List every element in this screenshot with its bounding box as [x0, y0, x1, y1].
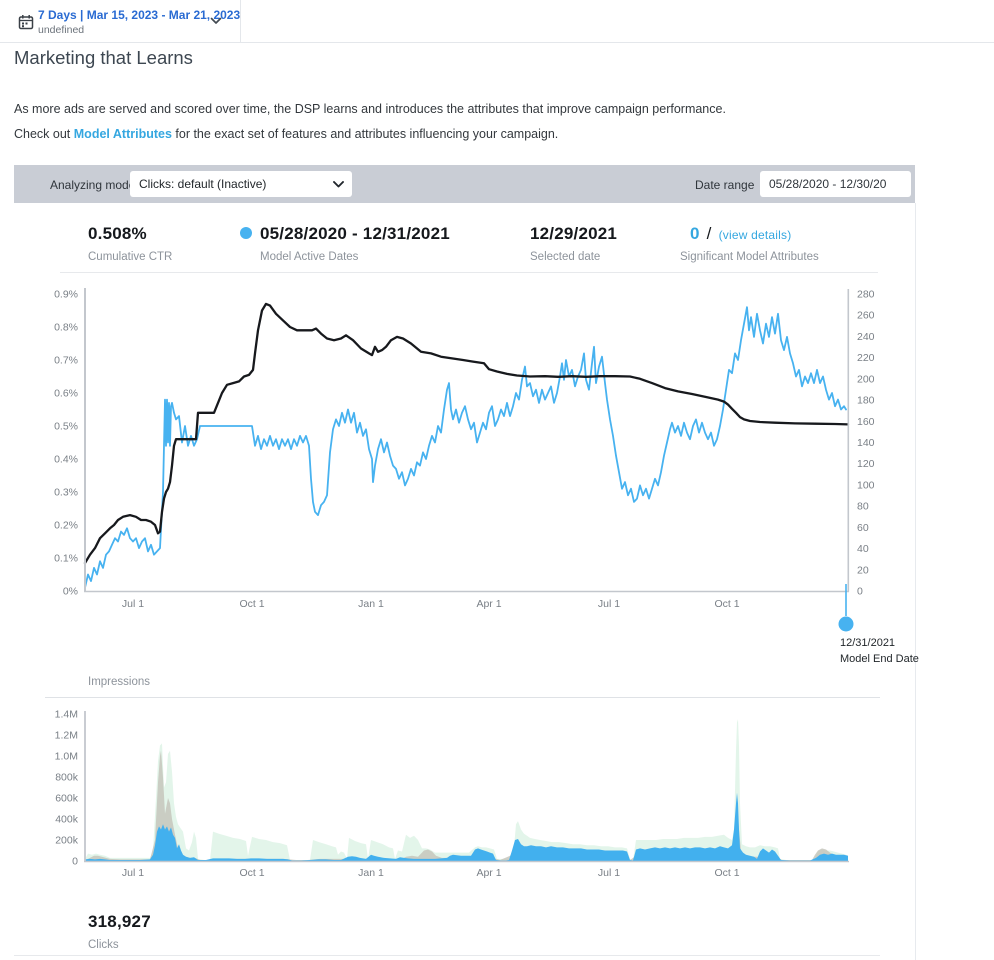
stat-significant-attributes: 0 / (view details) Significant Model Attri…	[680, 224, 819, 263]
svg-text:0.4%: 0.4%	[54, 454, 78, 466]
analysis-toolbar: Analyzing model Clicks: default (Inactiv…	[14, 165, 915, 203]
model-active-dot	[240, 227, 252, 239]
svg-text:100: 100	[857, 479, 875, 491]
svg-text:220: 220	[857, 352, 875, 364]
svg-text:1.0M: 1.0M	[55, 751, 78, 763]
svg-text:Oct 1: Oct 1	[239, 598, 264, 610]
cta-suffix: for the exact set of features and attrib…	[171, 127, 559, 141]
card-right-border	[915, 203, 916, 960]
stat-significant-attributes-count: 0	[690, 224, 700, 243]
svg-text:Jan 1: Jan 1	[358, 867, 384, 879]
stat-cumulative-ctr: 0.508% Cumulative CTR	[88, 224, 172, 263]
svg-text:Jul 1: Jul 1	[122, 598, 144, 610]
bottom-divider	[14, 955, 880, 956]
stat-clicks: 318,927 Clicks	[88, 912, 151, 951]
view-details-link[interactable]: (view details)	[718, 228, 792, 242]
date-picker-range-label: 7 Days | Mar 15, 2023 - Mar 21, 2023	[38, 8, 241, 22]
date-range-input[interactable]	[760, 171, 911, 197]
svg-text:180: 180	[857, 395, 875, 407]
impressions-chart: 1.4M 1.2M 1.0M 800k 600k 400k 200k 0 Jul 1 Oct 1 J…	[55, 709, 849, 879]
svg-text:20: 20	[857, 564, 869, 576]
page-cta: Check out Model Attributes for the exact…	[14, 127, 558, 141]
svg-text:40: 40	[857, 543, 869, 555]
svg-text:200: 200	[857, 373, 875, 385]
topbar: 7 Days | Mar 15, 2023 - Mar 21, 2023 und…	[0, 0, 994, 43]
svg-text:400k: 400k	[55, 814, 79, 826]
stat-selected-date-label: Selected date	[530, 251, 601, 263]
svg-text:80: 80	[857, 501, 869, 513]
svg-text:0.5%: 0.5%	[54, 421, 78, 433]
stats-divider	[60, 272, 878, 273]
svg-text:200k: 200k	[55, 835, 79, 847]
svg-text:140: 140	[857, 437, 875, 449]
analyzing-model-label: Analyzing model	[50, 178, 139, 192]
chevron-down-icon	[333, 181, 344, 188]
stat-model-active-dates: 05/28/2020 - 12/31/2021 Model Active Dat…	[240, 224, 450, 263]
svg-text:Apr 1: Apr 1	[476, 598, 501, 610]
svg-text:600k: 600k	[55, 793, 79, 805]
svg-text:60: 60	[857, 522, 869, 534]
svg-text:1.2M: 1.2M	[55, 730, 78, 742]
ctr-model-chart[interactable]: 0.9% 0.8% 0.7% 0.6% 0.5% 0.4% 0.3% 0.2% 0.1% 0% 28…	[0, 276, 994, 668]
model-select-value: Clicks: default (Inactive)	[139, 177, 267, 191]
model-attributes-link[interactable]: Model Attributes	[73, 127, 172, 141]
svg-text:0.3%: 0.3%	[54, 487, 78, 499]
svg-text:800k: 800k	[55, 772, 79, 784]
date-range-label: Date range	[695, 178, 755, 192]
stat-model-active-dates-value: 05/28/2020 - 12/31/2021	[260, 224, 450, 243]
stat-cumulative-ctr-value: 0.508%	[88, 224, 147, 243]
svg-text:0: 0	[72, 856, 78, 868]
cta-prefix: Check out	[14, 127, 74, 141]
calendar-icon	[18, 15, 34, 30]
stat-cumulative-ctr-label: Cumulative CTR	[88, 251, 173, 263]
date-picker-button[interactable]: 7 Days | Mar 15, 2023 - Mar 21, 2023 und…	[18, 4, 240, 40]
svg-text:0.1%: 0.1%	[54, 553, 78, 565]
stat-selected-date-value: 12/29/2021	[530, 224, 618, 243]
svg-text:0.7%: 0.7%	[54, 355, 78, 367]
svg-text:0.9%: 0.9%	[54, 289, 78, 301]
model-select[interactable]: Clicks: default (Inactive)	[130, 171, 352, 197]
svg-text:240: 240	[857, 331, 875, 343]
svg-text:Oct 1: Oct 1	[714, 867, 739, 879]
svg-text:0%: 0%	[63, 586, 78, 598]
svg-text:Jul 1: Jul 1	[122, 867, 144, 879]
svg-text:Apr 1: Apr 1	[476, 867, 501, 879]
svg-text:0.2%: 0.2%	[54, 520, 78, 532]
svg-text:0: 0	[857, 585, 863, 597]
model-end-date-label: 12/31/2021 Model End Date	[840, 636, 919, 667]
svg-text:Jan 1: Jan 1	[358, 598, 384, 610]
stat-separator: /	[706, 224, 712, 243]
svg-text:1.4M: 1.4M	[55, 709, 78, 721]
svg-text:120: 120	[857, 458, 875, 470]
svg-text:Oct 1: Oct 1	[239, 867, 264, 879]
svg-text:Jul 1: Jul 1	[598, 867, 620, 879]
topbar-divider	[240, 0, 241, 43]
impressions-title: Impressions	[88, 676, 150, 688]
svg-text:0.8%: 0.8%	[54, 322, 78, 334]
svg-text:260: 260	[857, 310, 875, 322]
stat-clicks-label: Clicks	[88, 939, 119, 951]
date-picker-sublabel: undefined	[38, 24, 85, 36]
page-title: Marketing that Learns	[14, 47, 193, 68]
svg-text:Oct 1: Oct 1	[714, 598, 739, 610]
svg-text:280: 280	[857, 289, 875, 301]
model-end-date-caption: Model End Date	[840, 652, 919, 665]
impressions-divider	[45, 697, 880, 698]
svg-text:Jul 1: Jul 1	[598, 598, 620, 610]
stat-model-active-dates-label: Model Active Dates	[260, 251, 359, 263]
chevron-down-icon	[210, 17, 222, 24]
stat-clicks-value: 318,927	[88, 912, 151, 931]
model-end-date-value: 12/31/2021	[840, 637, 896, 649]
svg-text:160: 160	[857, 416, 875, 428]
stat-selected-date: 12/29/2021 Selected date	[530, 224, 617, 263]
stat-significant-attributes-label: Significant Model Attributes	[680, 251, 819, 263]
svg-text:0.6%: 0.6%	[54, 388, 78, 400]
page-description: As more ads are served and scored over t…	[14, 102, 726, 116]
